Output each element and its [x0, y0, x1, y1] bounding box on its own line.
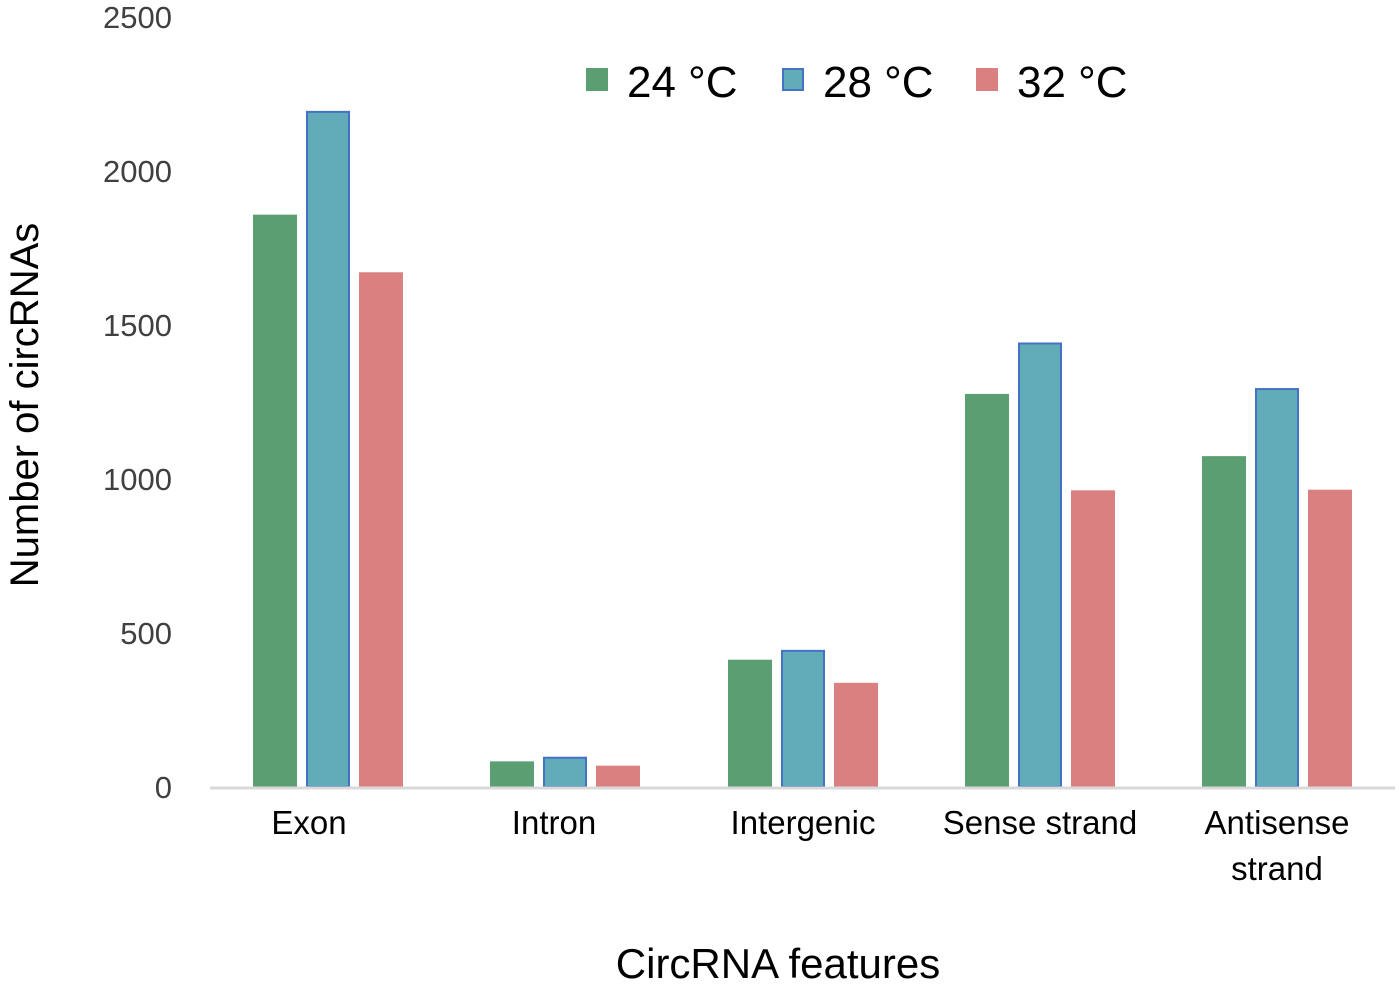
bar	[1018, 342, 1062, 788]
y-axis: 0 500 1000 1500 2000 2500	[103, 0, 172, 805]
bar	[834, 682, 878, 789]
legend-item: 28 °C	[782, 58, 934, 107]
bar	[1202, 456, 1246, 788]
y-tick-label: 0	[155, 770, 172, 805]
bar	[728, 659, 772, 788]
legend-label: 32 °C	[1017, 58, 1128, 107]
bar	[596, 765, 640, 788]
bar	[965, 393, 1009, 788]
legend-swatch	[782, 68, 804, 91]
x-tick-label: Antisense	[1205, 804, 1350, 841]
x-tick-label: Sense strand	[943, 804, 1137, 841]
y-tick-label: 1500	[103, 308, 172, 343]
y-tick-label: 2000	[103, 154, 172, 189]
x-tick-label: Intron	[512, 804, 596, 841]
x-axis: Exon Intron Intergenic Sense strand Antisens…	[271, 804, 1349, 887]
x-axis-title: CircRNA features	[616, 940, 940, 984]
legend: 24 °C 28 °C 32 °C	[586, 58, 1128, 107]
bar	[253, 214, 297, 789]
y-axis-title: Number of circRNAs	[3, 223, 47, 588]
x-tick-label: Exon	[271, 804, 346, 841]
bar	[306, 110, 350, 788]
legend-swatch	[976, 68, 998, 91]
bars	[253, 110, 1352, 789]
bar-group	[728, 649, 878, 789]
y-tick-label: 1000	[103, 462, 172, 497]
legend-label: 24 °C	[627, 58, 738, 107]
bar	[781, 649, 825, 789]
bar-group	[253, 110, 403, 789]
bar	[1255, 388, 1299, 788]
legend-item: 32 °C	[976, 58, 1128, 107]
x-tick-label: Intergenic	[731, 804, 876, 841]
bar-group	[965, 342, 1115, 788]
y-tick-label: 500	[120, 616, 172, 651]
legend-label: 28 °C	[823, 58, 934, 107]
bar-group	[490, 756, 640, 788]
bar	[1071, 490, 1115, 788]
bar	[543, 756, 587, 788]
y-tick-label: 2500	[103, 0, 172, 35]
bar	[1308, 489, 1352, 788]
bar	[490, 761, 534, 788]
bar-group	[1202, 388, 1352, 788]
legend-swatch	[586, 68, 608, 91]
bar	[359, 272, 403, 789]
legend-item: 24 °C	[586, 58, 738, 107]
x-tick-label: strand	[1231, 850, 1323, 887]
